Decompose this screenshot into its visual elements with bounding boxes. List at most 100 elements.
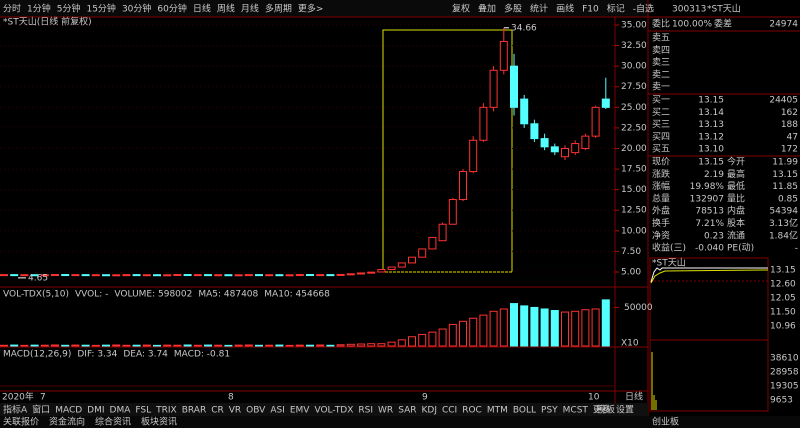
indicator-tab[interactable]: WR — [378, 406, 393, 416]
indicator-tab[interactable]: VOL-TDX — [314, 406, 353, 416]
indicator-tab[interactable]: BOLL — [513, 406, 536, 416]
stat-label: 流通 — [727, 229, 745, 241]
toolbar-item[interactable]: -自选 — [633, 3, 654, 15]
volume-bar — [10, 344, 19, 347]
bottom-tab[interactable]: 关联报价 — [3, 416, 39, 428]
toolbar-item[interactable]: 30分钟 — [122, 3, 151, 15]
volume-bar — [275, 344, 284, 347]
indicator-tab[interactable]: 窗口 — [32, 404, 50, 416]
stat-label: 净资 — [652, 229, 670, 241]
toolbar-item[interactable]: 5分钟 — [57, 3, 81, 15]
indicator-tab[interactable]: ASI — [270, 406, 285, 416]
indicator-tab[interactable]: MTM — [487, 406, 508, 416]
stat-label: PE(动) — [727, 243, 754, 254]
indicator-tab[interactable]: 指标A — [3, 404, 28, 416]
y-tick-label: 17.50 — [621, 165, 647, 175]
indicator-tab[interactable]: 更多 — [593, 404, 611, 416]
indicator-tab[interactable]: SAR — [398, 406, 416, 416]
tab-item[interactable]: 日线 — [625, 391, 643, 403]
quote-label: 委差 — [714, 18, 732, 30]
volume-bar — [51, 344, 59, 347]
indicator-tab[interactable]: CR — [211, 406, 224, 416]
volume-bar — [163, 344, 172, 347]
candle-body — [142, 274, 151, 277]
toolbar-item[interactable]: 标记 — [607, 3, 625, 15]
indicator-tab[interactable]: OBV — [246, 406, 266, 416]
candle-body — [418, 248, 427, 258]
tab-item[interactable]: 模板 — [597, 404, 615, 416]
candle-body — [0, 274, 8, 277]
volume-bar — [153, 344, 161, 347]
volume-bar — [112, 344, 121, 347]
bottom-tab[interactable]: 资金流向 — [49, 416, 85, 428]
indicator-tab[interactable]: DMA — [110, 406, 132, 416]
macd-legend: MACD: -0.81 — [174, 350, 230, 360]
volume-bar — [71, 344, 80, 347]
y-tick-label: 7.50 — [621, 247, 641, 257]
toolbar-item[interactable]: 15分钟 — [86, 3, 115, 15]
volume-bar — [244, 344, 253, 347]
volume-bar — [142, 344, 151, 347]
candle-body — [428, 236, 437, 250]
y-tick-label: 22.50 — [621, 123, 647, 133]
indicator-tab[interactable]: MCST — [563, 406, 589, 416]
indicator-tab[interactable]: KDJ — [421, 406, 437, 416]
indicator-tab[interactable]: ROC — [462, 406, 482, 416]
volume-legend: VOL-TDX(5,10) — [3, 290, 69, 300]
bottom-tab[interactable]: 板块资讯 — [141, 416, 177, 428]
candle-body — [397, 262, 406, 268]
y-tick-label: 12.50 — [621, 206, 647, 216]
indicator-tab[interactable]: PSY — [541, 406, 558, 416]
toolbar-item[interactable]: 画线 — [556, 3, 574, 15]
indicator-tab[interactable]: 设置 — [616, 405, 634, 416]
candle-body — [193, 274, 202, 277]
toolbar-item[interactable]: 日线 — [193, 3, 211, 15]
indicator-tab[interactable]: TRIX — [155, 406, 177, 416]
candle-body — [367, 271, 376, 274]
stat-label: 现价 — [652, 157, 670, 168]
candle-body — [295, 274, 304, 277]
toolbar-item[interactable]: 60分钟 — [157, 3, 186, 15]
volume-unit: X10 — [621, 339, 639, 349]
macd-legend: MACD(12,26,9) — [3, 350, 71, 360]
stat-label: 涨跌 — [652, 169, 670, 180]
toolbar-item[interactable]: 1分钟 — [27, 3, 51, 15]
candle-body — [336, 273, 345, 276]
candle-body — [581, 135, 590, 149]
candle-body — [377, 269, 386, 273]
candle-body — [214, 274, 223, 277]
bottom-tab[interactable]: 综合资讯 — [95, 416, 131, 428]
buy-label: 买二 — [652, 107, 670, 118]
indicator-tab[interactable]: BRAR — [182, 406, 206, 416]
stat-label: 涨幅 — [652, 180, 670, 192]
indicator-tab[interactable]: VR — [229, 406, 241, 416]
stat-label: 量比 — [727, 192, 745, 204]
indicator-tab[interactable]: FSL — [135, 406, 151, 416]
candle-body — [326, 274, 335, 277]
mini-volume-tick: 19305 — [770, 382, 799, 392]
candle-body — [520, 98, 529, 125]
toolbar-item[interactable]: 周线 — [217, 3, 235, 15]
toolbar-item[interactable]: 多股 — [504, 3, 522, 15]
y-tick-label: 5.00 — [621, 267, 641, 277]
toolbar-item[interactable]: 叠加 — [478, 4, 496, 15]
toolbar-item[interactable]: 更多> — [298, 3, 324, 15]
volume-legend: VVOL: - — [75, 290, 108, 300]
candle-body — [30, 274, 39, 277]
toolbar-item[interactable]: 分时 — [3, 3, 21, 15]
volume-bar — [30, 344, 39, 347]
indicator-tab[interactable]: MACD — [55, 406, 82, 416]
sell-label: 卖五 — [652, 33, 670, 44]
toolbar-item[interactable]: 多周期 — [265, 3, 292, 15]
volume-bar — [510, 303, 518, 347]
toolbar-item[interactable]: 复权 — [452, 3, 470, 15]
indicator-tab[interactable]: RSI — [358, 406, 373, 416]
toolbar-item[interactable]: F10 — [582, 5, 599, 15]
stat-value: 11.99 — [772, 158, 798, 168]
toolbar-item[interactable]: 月线 — [241, 3, 259, 15]
candle-body — [153, 274, 161, 277]
indicator-tab[interactable]: EMV — [290, 406, 310, 416]
toolbar-item[interactable]: 统计 — [530, 3, 548, 15]
indicator-tab[interactable]: CCI — [442, 406, 457, 416]
indicator-tab[interactable]: DMI — [87, 406, 104, 416]
